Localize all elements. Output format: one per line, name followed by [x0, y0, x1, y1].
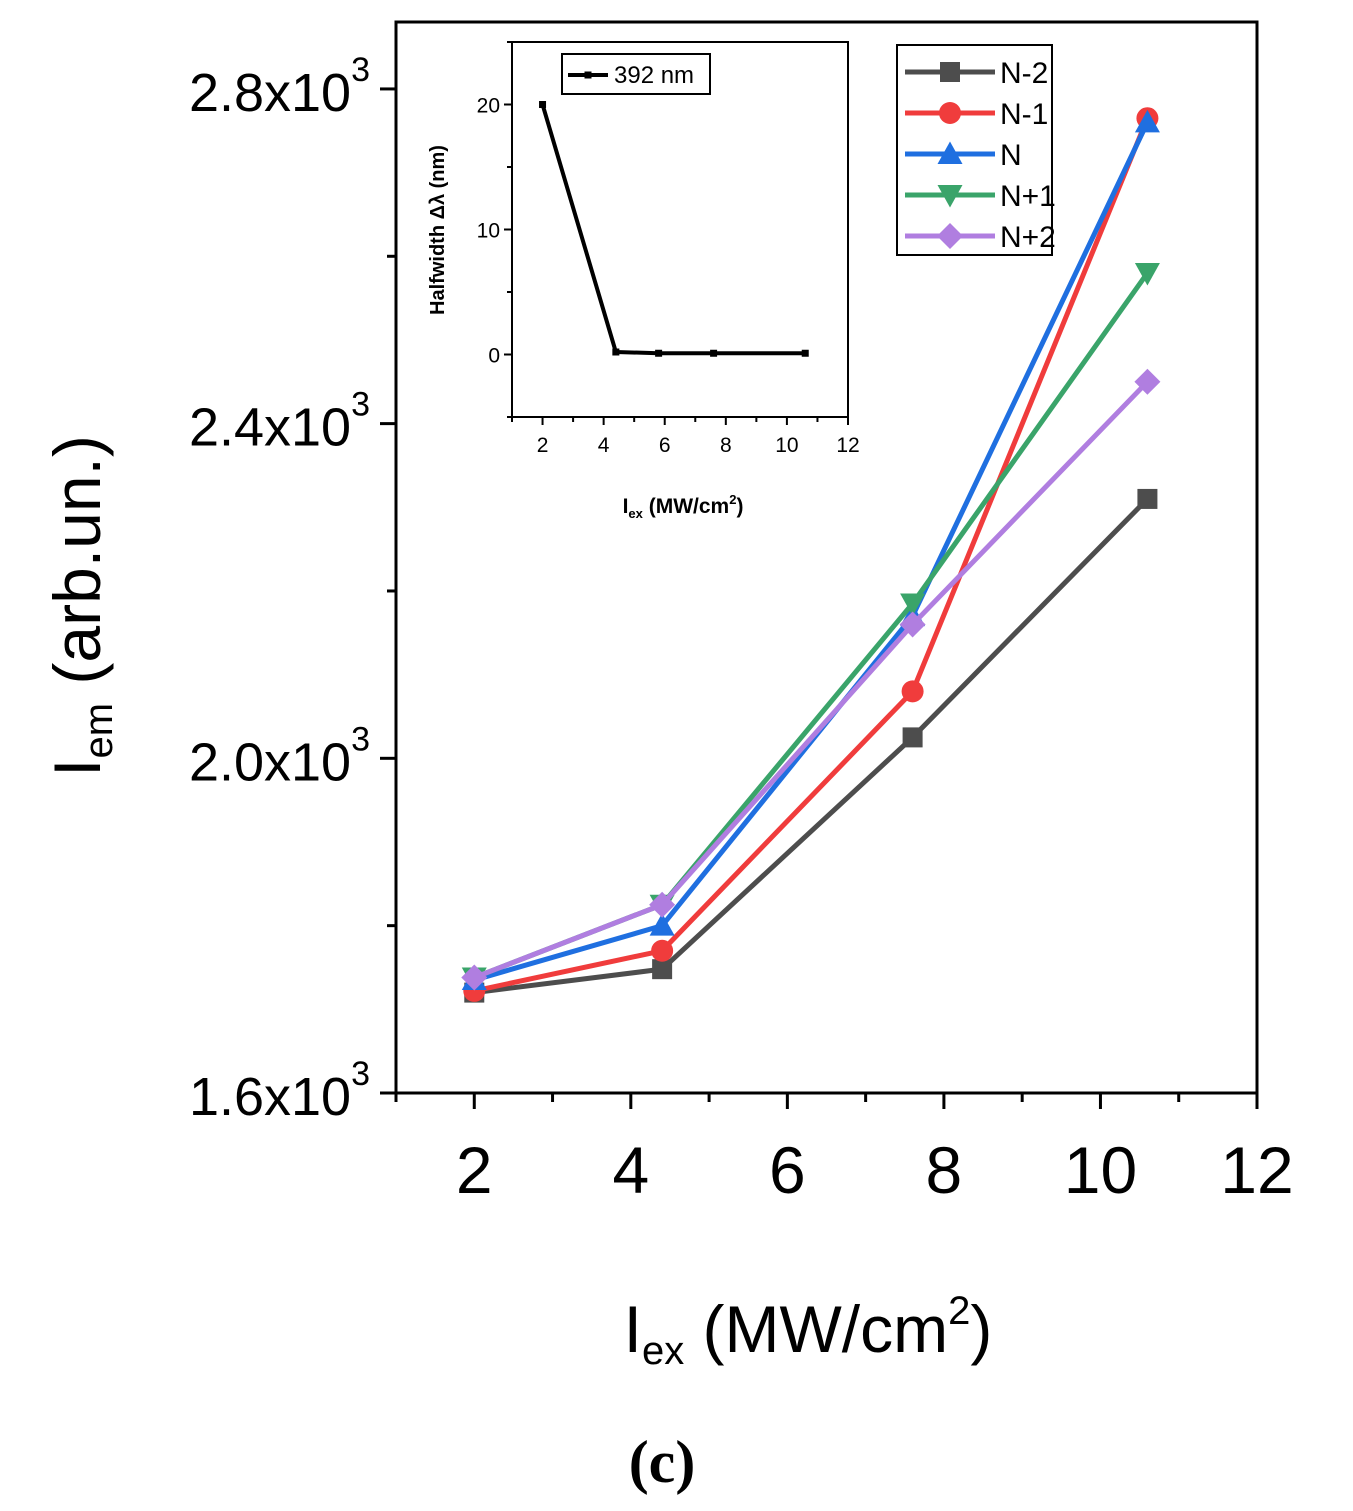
x-tick-label: 6	[769, 1133, 806, 1207]
y-tick-label: 1.6x103	[189, 1055, 370, 1127]
legend-entry: N	[1000, 139, 1022, 172]
inset-y-tick-label: 0	[488, 345, 500, 368]
data-point	[652, 959, 673, 980]
inset-legend: 392 nm	[561, 53, 711, 95]
series-N	[461, 109, 1160, 991]
inset-y-axis-label: Halfwidth Δλ (nm)	[427, 145, 449, 315]
inset-data-point	[612, 348, 620, 356]
inset-plot: 2 4 6 8 10 12 0 10 20 392 nm	[477, 41, 860, 457]
data-point	[1134, 109, 1160, 133]
legend: N-2 N-1 N N+1 N+2	[896, 44, 1056, 256]
data-point	[1134, 263, 1160, 286]
legend-marker	[937, 141, 963, 164]
y-tick-label: 2.4x103	[189, 386, 370, 458]
legend-marker	[940, 62, 960, 82]
inset-y-tick-label: 20	[477, 95, 500, 118]
x-tick-label: 8	[926, 1133, 963, 1207]
y-tick-label: 2.0x103	[189, 720, 370, 792]
data-point	[902, 727, 923, 748]
main-plot-frame	[394, 20, 1259, 1095]
y-tick-label: 2.8x103	[189, 51, 370, 123]
series-N+2	[461, 368, 1161, 991]
inset-y-tick-label: 10	[477, 220, 500, 243]
x-tick-label: 12	[1220, 1133, 1293, 1207]
inset-data-point	[539, 101, 547, 108]
inset-data-point	[801, 349, 809, 357]
data-point	[649, 891, 676, 918]
series-line	[473, 121, 1150, 983]
inset-series-392 nm	[539, 101, 809, 357]
data-point	[649, 913, 675, 936]
data-point	[899, 611, 926, 638]
data-point	[1134, 368, 1161, 395]
legend-marker	[937, 223, 963, 249]
x-tick-label: 10	[1064, 1133, 1137, 1207]
inset-x-tick-label: 4	[598, 434, 610, 457]
inset-legend-entry: 392 nm	[614, 62, 694, 89]
inset-x-tick-label: 12	[836, 434, 859, 457]
legend-entry: N-1	[1000, 98, 1048, 131]
inset-frame	[511, 41, 849, 418]
x-tick-label: 2	[456, 1133, 493, 1207]
x-tick-label: 4	[612, 1133, 649, 1207]
panel-label: (c)	[629, 1429, 696, 1495]
inset-x-tick-label: 8	[720, 434, 732, 457]
data-point	[901, 680, 924, 703]
inset-data-point	[655, 349, 663, 357]
inset-x-tick-label: 10	[775, 434, 798, 457]
series-line	[473, 497, 1150, 996]
series-line	[473, 380, 1150, 980]
series-line	[473, 117, 1150, 994]
data-point	[461, 964, 488, 991]
inset-x-axis-label: Iex (MW/cm2)	[623, 492, 744, 521]
inset-legend-marker	[584, 71, 592, 79]
data-point	[1137, 488, 1158, 509]
data-point	[900, 593, 926, 617]
legend-entry: N+1	[1000, 180, 1056, 213]
legend-marker	[937, 185, 963, 208]
inset-x-tick-label: 6	[659, 434, 671, 457]
inset-data-point	[710, 349, 718, 357]
data-point	[651, 939, 674, 962]
legend-entry: N+2	[1000, 221, 1056, 254]
inset-x-tick-label: 2	[537, 434, 549, 457]
legend-marker	[939, 102, 961, 124]
legend-box	[896, 44, 1053, 256]
x-axis-label: Iex (MW/cm2)	[624, 1289, 993, 1373]
y-axis-label: Iem (arb.un.)	[40, 435, 121, 777]
legend-entry: N-2	[1000, 57, 1048, 90]
